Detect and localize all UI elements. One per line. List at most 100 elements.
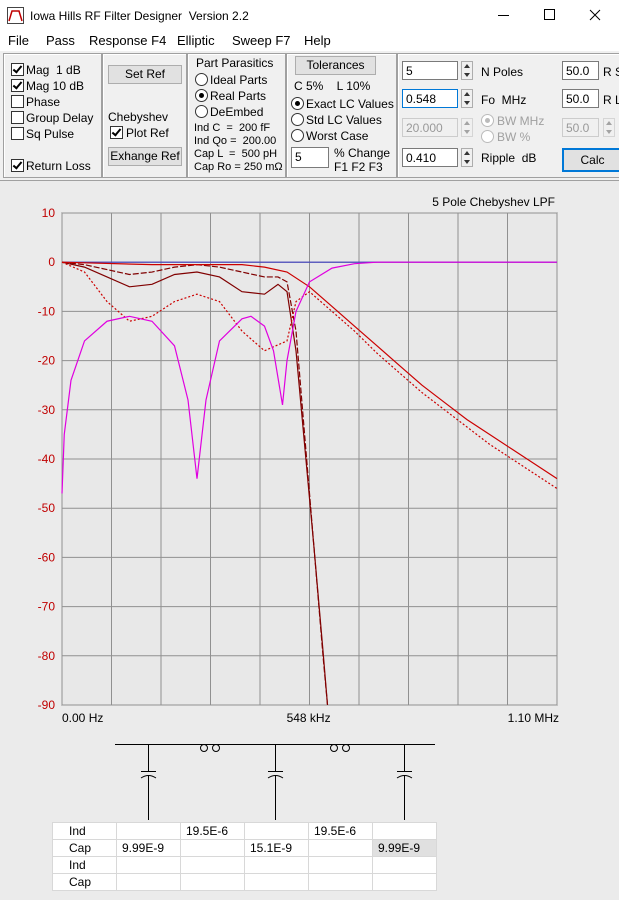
bw-input: 20.000 [402, 118, 458, 137]
menu-item[interactable]: Elliptic [177, 33, 215, 48]
y-tick-label: -30 [38, 403, 56, 417]
menu-item[interactable]: File [8, 33, 29, 48]
component-table: Ind 19.5E-6 19.5E-6 Cap 9.99E-9 15.1E-9 9.99E-… [52, 822, 437, 891]
component-value[interactable] [372, 822, 437, 840]
r-source-label: R S [603, 65, 619, 79]
menu-bar: File Pass Response F4 Elliptic Sweep F7 Help [0, 31, 619, 51]
fo-input[interactable]: 0.548 [402, 89, 458, 108]
component-value[interactable] [116, 856, 181, 874]
toolbar: Set Ref Chebyshev Plot Ref Exhange Ref P… [0, 51, 619, 181]
r-load-input[interactable]: 50.0 [562, 89, 599, 108]
parasitics-radio[interactable] [195, 105, 208, 118]
component-value[interactable]: 15.1E-9 [244, 839, 309, 857]
ripple-label: Ripple dB [481, 151, 537, 165]
table-row: Ind 19.5E-6 19.5E-6 [52, 822, 437, 840]
component-value[interactable] [372, 856, 437, 874]
component-value[interactable] [308, 839, 373, 857]
n-poles-input[interactable]: 5 [402, 61, 458, 80]
component-value[interactable] [180, 873, 245, 891]
component-value[interactable] [180, 856, 245, 874]
table-row: Ind [52, 856, 437, 874]
component-value[interactable] [244, 873, 309, 891]
display-checkbox[interactable] [11, 95, 24, 108]
display-panel [3, 53, 102, 178]
display-label: Group Delay [26, 111, 94, 125]
component-value[interactable] [244, 822, 309, 840]
y-tick-label: 0 [48, 255, 55, 269]
component-value[interactable] [116, 822, 181, 840]
parasitics-label: Ideal Parts [210, 73, 268, 87]
display-checkbox[interactable] [11, 63, 24, 76]
param-cap-l: Cap L = 500 pH [194, 148, 278, 160]
component-value[interactable] [308, 873, 373, 891]
parasitics-radio[interactable] [195, 89, 208, 102]
tolerance-radio[interactable] [291, 113, 304, 126]
bw-mhz-radio [481, 114, 494, 127]
chart-title: 5 Pole Chebyshev LPF [432, 195, 555, 209]
app-icon [7, 7, 24, 24]
component-value[interactable]: 9.99E-9 [116, 839, 181, 857]
component-value[interactable]: 19.5E-6 [180, 822, 245, 840]
schematic [115, 744, 435, 820]
tolerance-label: Exact LC Values [306, 97, 394, 111]
tolerances-button[interactable]: Tolerances [295, 56, 376, 75]
menu-item[interactable]: Sweep F7 [232, 33, 291, 48]
table-row: Cap [52, 873, 437, 891]
display-checkbox[interactable] [11, 79, 24, 92]
display-label: Return Loss [26, 159, 91, 173]
set-ref-button[interactable]: Set Ref [108, 65, 182, 84]
param-ind-qo: Ind Qo = 200.00 [194, 135, 277, 147]
parasitics-radio[interactable] [195, 73, 208, 86]
window-controls[interactable] [490, 0, 619, 31]
tolerance-radio[interactable] [291, 129, 304, 142]
response-line [61, 261, 557, 494]
filter-name: Chebyshev [108, 110, 169, 124]
exchange-ref-button[interactable]: Exhange Ref [108, 147, 182, 166]
menu-item[interactable]: Help [304, 33, 331, 48]
component-value[interactable] [372, 873, 437, 891]
y-tick-label: -80 [38, 649, 56, 663]
row-label[interactable]: Cap [52, 839, 117, 857]
row-label[interactable]: Ind [52, 822, 117, 840]
response-plot: 5 Pole Chebyshev LPF 10 0 -10 -20 -30 -40 -50 -… [38, 195, 559, 820]
change-input[interactable]: 5 [291, 147, 329, 168]
spinner[interactable] [461, 61, 473, 80]
menu-item[interactable]: Response F4 [89, 33, 167, 48]
r-source-input[interactable]: 50.0 [562, 61, 599, 80]
component-value[interactable] [308, 856, 373, 874]
spinner[interactable] [461, 148, 473, 167]
tolerance-label: Worst Case [306, 129, 369, 143]
tolerance-radio[interactable] [291, 97, 304, 110]
x-tick-label: 1.10 MHz [508, 711, 559, 725]
component-value[interactable] [116, 873, 181, 891]
response-line [61, 261, 329, 706]
row-label[interactable]: Cap [52, 873, 117, 891]
parasitics-label: Real Parts [210, 89, 267, 103]
display-checkbox[interactable] [11, 111, 24, 124]
ripple-input[interactable]: 0.410 [402, 148, 458, 167]
plot-ref-checkbox[interactable] [110, 126, 123, 139]
spinner [603, 118, 615, 137]
display-checkbox[interactable] [11, 159, 24, 172]
row-label[interactable]: Ind [52, 856, 117, 874]
plot-ref-label: Plot Ref [126, 126, 169, 140]
calc-button[interactable]: Calc [562, 148, 619, 172]
component-value[interactable] [244, 856, 309, 874]
component-value[interactable]: 9.99E-9 [372, 839, 437, 857]
fo-label: Fo MHz [481, 93, 527, 107]
y-tick-label: -90 [38, 698, 56, 712]
menu-item[interactable]: Pass [46, 33, 75, 48]
window-title: Iowa Hills RF Filter Designer Version 2.… [30, 9, 249, 23]
display-label: Sq Pulse [26, 127, 75, 141]
param-cap-ro: Cap Ro = 250 mΩ [194, 161, 283, 173]
parasitics-title: Part Parasitics [196, 56, 274, 70]
bw-mhz-label: BW MHz [497, 114, 545, 128]
x-tick-label: 548 kHz [287, 711, 331, 725]
component-value[interactable]: 19.5E-6 [308, 822, 373, 840]
y-tick-label: -70 [38, 600, 56, 614]
component-value[interactable] [180, 839, 245, 857]
spinner[interactable] [461, 89, 473, 108]
display-checkbox[interactable] [11, 127, 24, 140]
title-bar: Iowa Hills RF Filter Designer Version 2.… [0, 0, 619, 31]
